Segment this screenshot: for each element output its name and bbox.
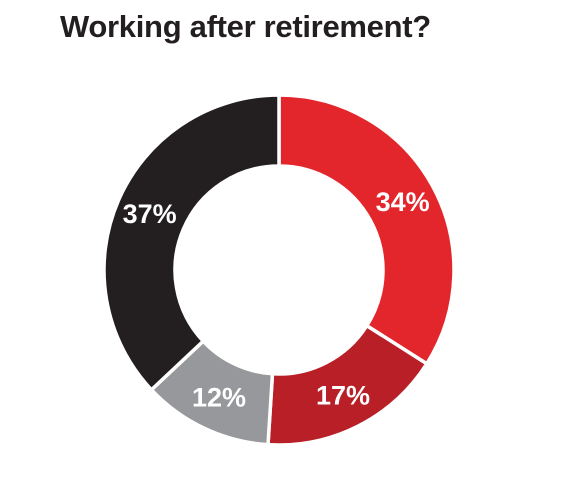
slice-label-3: 12%: [192, 383, 246, 413]
slice-label-1: 34%: [376, 187, 430, 217]
chart-title: Working after retirement?: [60, 9, 431, 44]
donut-slice-1: [277, 93, 456, 367]
labels-layer: 34% 17% 12% 37%: [123, 187, 430, 413]
donut-slice-4: [102, 93, 281, 393]
slice-label-2: 17%: [316, 381, 370, 411]
slices-layer: [102, 93, 456, 447]
slice-label-4: 37%: [123, 199, 177, 229]
